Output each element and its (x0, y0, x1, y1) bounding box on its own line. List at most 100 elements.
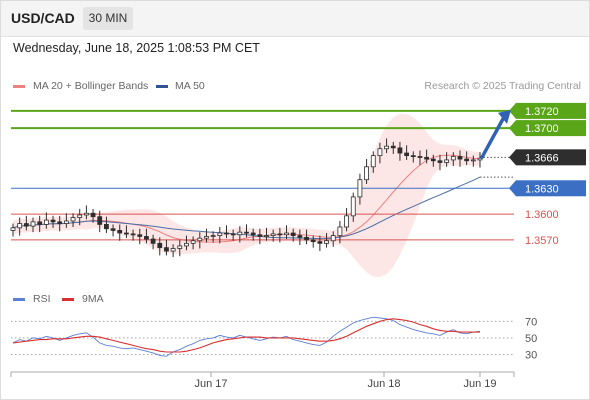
symbol-label: USD/CAD (11, 10, 75, 26)
candle (197, 237, 203, 242)
candles (10, 138, 483, 258)
level-badge-3 (516, 180, 586, 197)
level-badge-pointer-2 (509, 149, 516, 166)
ma20-legend-label: MA 20 + Bollinger Bands (33, 80, 149, 92)
candle (250, 232, 256, 236)
candle (157, 242, 163, 249)
candle (257, 234, 263, 237)
candle (317, 241, 323, 244)
candle (244, 231, 249, 234)
candle (290, 232, 296, 237)
candle (284, 232, 289, 236)
candle (424, 156, 430, 160)
candle (384, 145, 390, 150)
candle (224, 232, 229, 235)
candle (410, 155, 416, 158)
candle (70, 217, 76, 222)
candle (117, 230, 123, 234)
candle (144, 236, 149, 240)
candle (470, 159, 476, 162)
candle (17, 223, 23, 229)
candle (37, 221, 43, 225)
candle (304, 236, 309, 241)
candle (90, 212, 96, 218)
ma50-legend-label: MA 50 (175, 80, 205, 92)
candle (170, 248, 176, 252)
candle (330, 235, 336, 242)
candle (63, 220, 69, 224)
rsi-tick-50: 50 (525, 333, 537, 345)
level-badge-1 (516, 120, 586, 137)
candle (430, 158, 436, 162)
forecast-arrow-shaft (480, 117, 505, 160)
candle (43, 219, 49, 225)
candle (390, 145, 396, 149)
candle (184, 242, 189, 247)
candle (124, 232, 129, 235)
candle (310, 239, 316, 243)
level-badge-pointer-3 (509, 180, 516, 197)
candle (23, 223, 29, 227)
candle (210, 235, 216, 238)
candle (370, 155, 376, 168)
candle (130, 233, 136, 236)
candle (104, 224, 109, 230)
candle (457, 156, 463, 160)
rsi-series-9ma (12, 318, 480, 353)
x-tick-label-0: Jun 17 (194, 378, 227, 390)
candle (397, 147, 403, 154)
candle (150, 238, 156, 244)
ma20-swatch (13, 85, 25, 88)
candle (164, 247, 169, 252)
candle (377, 148, 383, 157)
candle (277, 233, 283, 236)
rsi-tick-30: 30 (525, 350, 537, 362)
candle (350, 196, 356, 217)
x-tick-label-2: Jun 19 (463, 378, 496, 390)
candle (190, 240, 196, 244)
candle (57, 221, 63, 224)
candle (137, 234, 143, 237)
rsi-swatch (13, 298, 25, 301)
candle (357, 179, 363, 198)
candle (217, 232, 223, 237)
rsi-ma-legend-label: 9MA (82, 293, 104, 305)
candle (83, 212, 89, 216)
candle (417, 156, 423, 158)
level-label-3: 1.3630 (525, 183, 559, 195)
candle (437, 160, 443, 163)
level-badge-2 (516, 149, 586, 166)
level-badge-pointer-0 (509, 102, 516, 119)
rsi-ma-swatch (62, 298, 74, 301)
candle (77, 214, 83, 218)
level-badge-pointer-1 (509, 120, 516, 137)
rsi-tick-70: 70 (525, 316, 537, 328)
candle (444, 159, 450, 163)
candle (10, 227, 16, 231)
credit-text: Research © 2025 Trading Central (424, 80, 581, 92)
x-tick-label-1: Jun 18 (367, 378, 400, 390)
timestamp: Wednesday, June 18, 2025 1:08:53 PM CET (13, 41, 260, 55)
level-label-1: 1.3700 (525, 123, 559, 135)
candle (237, 231, 243, 236)
ma50-swatch (156, 85, 168, 88)
candle (50, 219, 56, 223)
candle (297, 235, 303, 238)
candle (97, 216, 103, 225)
chart-header: USD/CAD 30 MIN (0, 0, 590, 37)
level-label-4: 1.3600 (525, 209, 559, 221)
forecast-arrow-head (498, 109, 511, 124)
candle (464, 158, 470, 162)
candle (404, 152, 410, 157)
candle (230, 233, 236, 236)
candle (177, 245, 183, 249)
candle (30, 221, 36, 227)
candle (450, 156, 456, 161)
candle (344, 215, 349, 228)
level-label-2: 1.3666 (525, 152, 559, 164)
candle (264, 235, 269, 238)
candle (324, 240, 329, 244)
candle (110, 228, 116, 231)
timeframe-button[interactable]: 30 MIN (83, 7, 133, 30)
